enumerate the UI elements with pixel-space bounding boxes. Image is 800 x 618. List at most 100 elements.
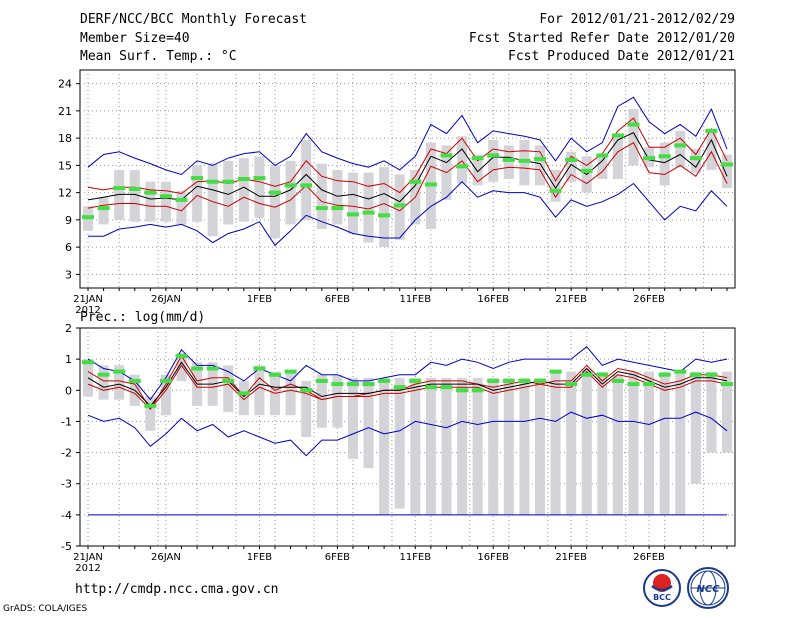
temp-box <box>254 156 265 219</box>
prec-xtick-label: 11FEB <box>399 552 431 563</box>
temp-median <box>159 194 172 199</box>
prec-ytick-label: -4 <box>61 509 72 522</box>
prec-box <box>441 377 452 515</box>
temp-xtick-label: 21FEB <box>555 294 587 305</box>
prec-box <box>628 371 639 515</box>
prec-ytick-label: -2 <box>61 447 72 460</box>
temp-box <box>690 149 701 173</box>
prec-xtick-label: 1FEB <box>247 552 272 563</box>
prec-median <box>82 360 94 365</box>
prec-box <box>472 377 483 515</box>
prec-median <box>300 388 313 393</box>
temp-box <box>176 190 187 225</box>
temp-median <box>378 213 391 218</box>
temp-median <box>315 206 328 211</box>
temp-box <box>612 136 623 179</box>
prec-median <box>409 378 422 383</box>
prec-box <box>394 377 405 509</box>
prec-xtick-label: 21JAN <box>73 552 103 563</box>
prec-box <box>347 377 358 459</box>
prec-median <box>206 366 219 371</box>
temp-box <box>316 163 327 229</box>
temp-box <box>129 169 140 222</box>
prec-xtick-label: 26JAN <box>151 552 181 563</box>
prec-box <box>301 380 312 437</box>
temp-box <box>675 130 686 168</box>
temp-box <box>706 130 717 170</box>
prec-box <box>519 377 530 515</box>
prec-median <box>378 378 391 383</box>
temp-line-min <box>88 180 728 247</box>
prec-box <box>503 377 514 515</box>
temp-median <box>705 128 718 133</box>
temp-median <box>222 179 235 184</box>
prec-box <box>644 371 655 515</box>
prec-box <box>488 377 499 515</box>
ncc-logo-text: NCC <box>696 584 720 595</box>
prec-box <box>98 365 109 400</box>
prec-line-max <box>87 346 728 401</box>
temp-median <box>424 182 437 187</box>
prec-xtick-label: 6FEB <box>325 552 350 563</box>
temp-year-label: 2012 <box>75 305 100 316</box>
prec-median <box>502 378 515 383</box>
temp-xtick-label: 26JAN <box>151 294 181 305</box>
prec-median <box>721 382 733 387</box>
temp-box <box>223 160 234 225</box>
prec-box <box>316 374 327 428</box>
source-url[interactable]: http://cmdp.ncc.cma.gov.cn <box>75 582 279 597</box>
prec-box <box>457 377 468 515</box>
precipitation-panel: -5 -4 -3 -2 -1 0 1 2 21JAN 26JAN 1FEB 6FEB 11FEB 16FE… <box>61 322 736 574</box>
temp-median <box>144 190 157 195</box>
temp-xtick-label: 16FEB <box>477 294 509 305</box>
prec-median <box>253 366 266 371</box>
temp-box <box>566 151 577 182</box>
temp-median <box>611 133 624 138</box>
temp-median <box>518 158 531 163</box>
prec-box <box>410 377 421 515</box>
prec-median <box>175 354 188 359</box>
prec-box <box>254 365 265 416</box>
prec-median <box>128 378 141 383</box>
prec-box <box>238 380 249 416</box>
prec-median <box>97 372 110 377</box>
temp-box <box>238 158 249 222</box>
temp-box <box>659 142 670 186</box>
grads-credit: GrADS: COLA/IGES <box>3 604 88 614</box>
prec-median <box>144 403 157 408</box>
prec-line-min <box>87 411 728 457</box>
prec-median <box>705 372 718 377</box>
temp-xtick-label: 1FEB <box>247 294 272 305</box>
prec-median <box>643 382 656 387</box>
temp-median <box>206 179 219 184</box>
prec-median <box>440 385 453 390</box>
bcc-logo-wave <box>651 584 673 592</box>
prec-median <box>331 382 344 387</box>
prec-median <box>113 369 126 374</box>
temp-box <box>457 136 468 184</box>
temp-median <box>393 203 406 208</box>
temp-ytick-label: 21 <box>58 105 72 118</box>
prec-box <box>285 371 296 416</box>
prec-median <box>689 372 702 377</box>
temp-median <box>643 156 656 161</box>
temp-xtick-label: 6FEB <box>325 294 350 305</box>
temp-box <box>301 139 312 220</box>
temp-median <box>253 176 266 181</box>
prec-ytick-label: 2 <box>65 322 72 335</box>
temp-box <box>597 154 608 179</box>
temp-box <box>363 172 374 243</box>
temp-median <box>721 162 733 167</box>
prec-median <box>237 391 250 396</box>
temp-ytick-label: 6 <box>65 241 72 254</box>
prec-median <box>362 382 375 387</box>
temp-ytick-label: 15 <box>58 159 72 172</box>
temp-median <box>533 157 546 162</box>
produced-date: Fcst Produced Date 2012/01/21 <box>508 49 735 64</box>
temp-box <box>472 154 483 186</box>
temp-median <box>362 210 375 215</box>
prec-median <box>627 382 640 387</box>
temp-median <box>549 188 562 193</box>
temp-box <box>488 139 499 182</box>
prec-box <box>690 371 701 484</box>
